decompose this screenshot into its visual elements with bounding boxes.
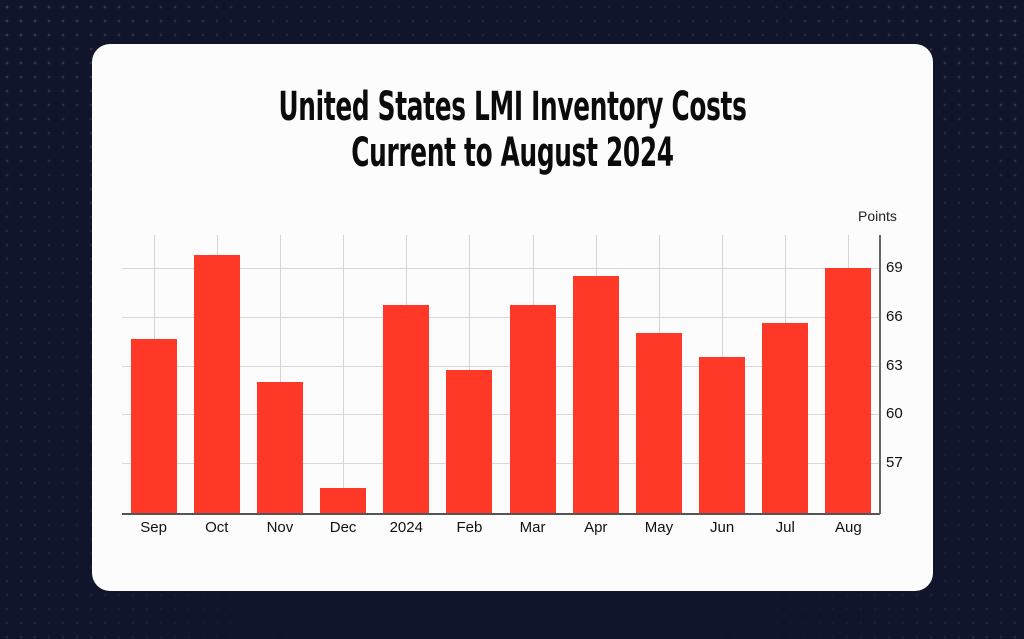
x-tick-label: Sep xyxy=(140,519,167,536)
bar-2024 xyxy=(383,305,430,514)
bar-nov xyxy=(256,381,303,514)
y-tick-label: 60 xyxy=(886,405,903,423)
chart-title-line-2: Current to August 2024 xyxy=(351,130,674,176)
x-tick-label: Mar xyxy=(519,519,546,536)
chart-title: United States LMI Inventory Costs Curren… xyxy=(252,84,773,176)
x-axis-line xyxy=(122,513,880,515)
y-tick-label: 69 xyxy=(886,258,903,276)
x-tick-label: 2024 xyxy=(389,519,423,536)
y-tick-label: 57 xyxy=(886,454,903,472)
x-tick-label: Nov xyxy=(266,519,294,536)
bar-may xyxy=(635,332,682,514)
plot-area: 57 60 63 66 69 Sep Oct Nov Dec 2024 Feb Mar Apr May Ju… xyxy=(122,235,903,536)
x-tick-label: Apr xyxy=(584,519,608,536)
x-tick-label: Jun xyxy=(709,519,735,536)
bar-sep xyxy=(130,339,177,514)
bar-oct xyxy=(193,254,240,514)
chart-title-line-1: United States LMI Inventory Costs xyxy=(278,84,747,130)
gridline-vertical xyxy=(279,235,281,514)
bar-apr xyxy=(572,275,619,514)
x-tick-label: Oct xyxy=(205,519,229,536)
bar-aug xyxy=(825,267,872,514)
chart-card: United States LMI Inventory Costs Curren… xyxy=(92,44,933,591)
gridline-horizontal xyxy=(122,267,880,269)
y-tick-label: 66 xyxy=(886,307,903,325)
gridline-horizontal xyxy=(122,316,880,318)
y-tick-label: 63 xyxy=(886,356,903,374)
bar-mar xyxy=(509,305,556,514)
y-axis-unit-label: Points xyxy=(858,208,897,224)
x-tick-label: Feb xyxy=(456,519,483,536)
x-tick-label: Jul xyxy=(775,519,795,536)
bar-dec xyxy=(320,487,367,514)
x-tick-label: Aug xyxy=(835,519,862,536)
x-tick-label: Dec xyxy=(329,519,357,536)
y-axis-line xyxy=(879,235,881,514)
bar-jun xyxy=(699,357,746,514)
gridline-horizontal xyxy=(122,365,880,367)
gridline-horizontal xyxy=(122,414,880,416)
x-tick-label: May xyxy=(644,519,674,536)
bar-jul xyxy=(762,323,809,514)
gridline-vertical xyxy=(343,235,345,514)
gridline-horizontal xyxy=(122,463,880,465)
bar-feb xyxy=(446,370,493,514)
